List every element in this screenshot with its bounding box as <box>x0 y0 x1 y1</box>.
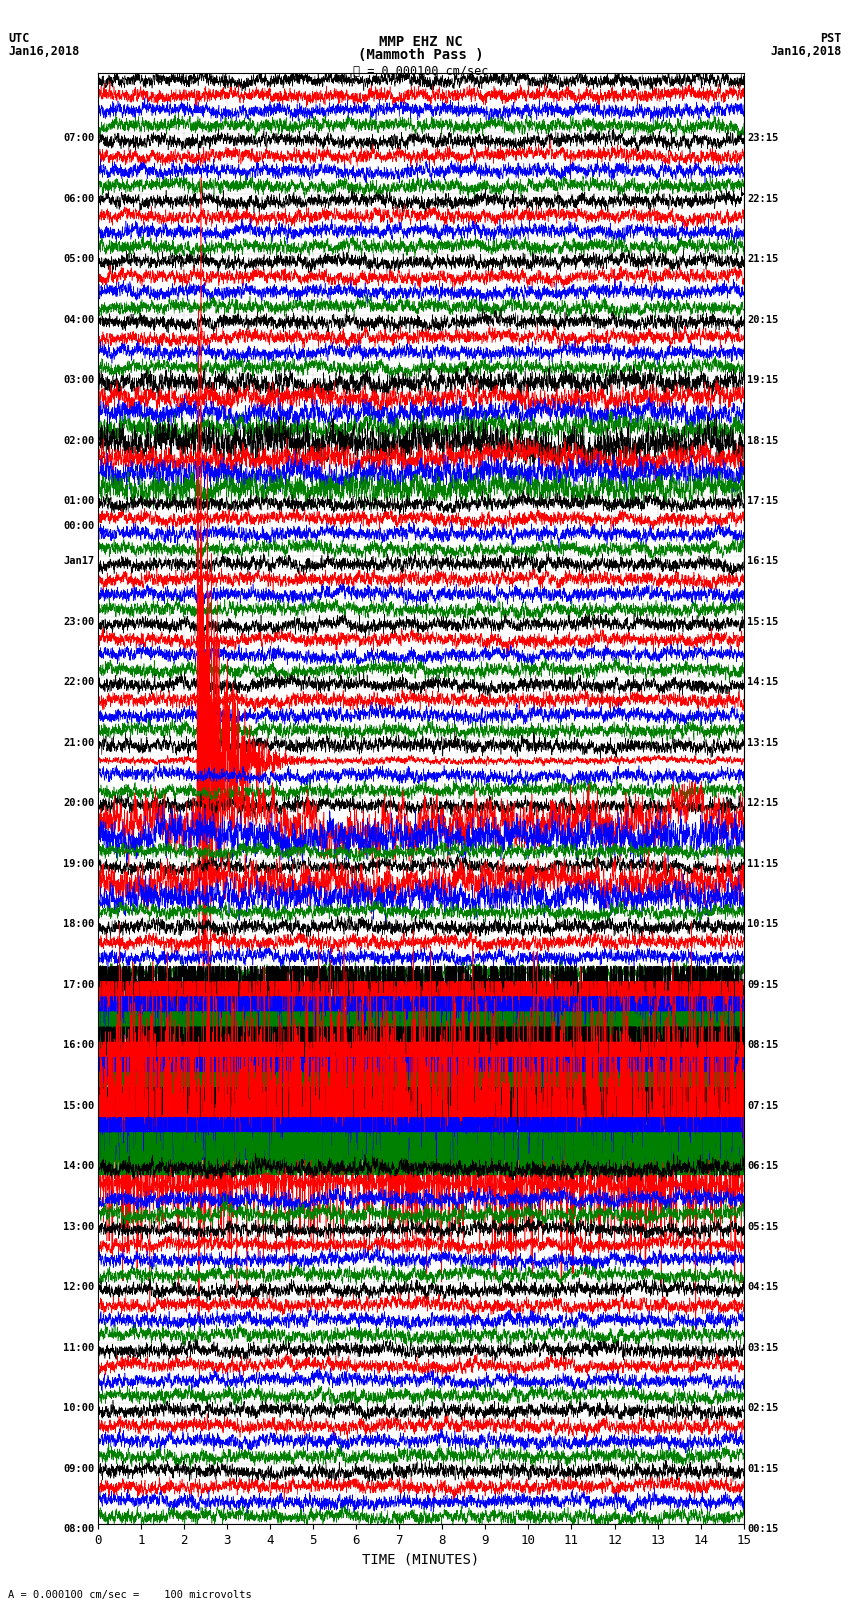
Text: 21:15: 21:15 <box>747 255 779 265</box>
Text: 07:00: 07:00 <box>63 134 94 144</box>
Text: 08:15: 08:15 <box>747 1040 779 1050</box>
Text: 04:00: 04:00 <box>63 315 94 324</box>
Text: 13:15: 13:15 <box>747 739 779 748</box>
Text: 23:00: 23:00 <box>63 618 94 627</box>
Text: 16:15: 16:15 <box>747 556 779 566</box>
Text: MMP EHZ NC: MMP EHZ NC <box>379 35 462 50</box>
Text: 12:00: 12:00 <box>63 1282 94 1292</box>
Text: 00:15: 00:15 <box>747 1524 779 1534</box>
Text: 11:00: 11:00 <box>63 1342 94 1353</box>
X-axis label: TIME (MINUTES): TIME (MINUTES) <box>362 1553 479 1566</box>
Text: 01:15: 01:15 <box>747 1465 779 1474</box>
Text: 09:00: 09:00 <box>63 1465 94 1474</box>
Text: 19:00: 19:00 <box>63 860 94 869</box>
Text: 06:15: 06:15 <box>747 1161 779 1171</box>
Text: 00:00: 00:00 <box>63 521 94 531</box>
Text: 03:15: 03:15 <box>747 1342 779 1353</box>
Text: A = 0.000100 cm/sec =    100 microvolts: A = 0.000100 cm/sec = 100 microvolts <box>8 1590 252 1600</box>
Text: 10:00: 10:00 <box>63 1403 94 1413</box>
Text: 18:15: 18:15 <box>747 436 779 445</box>
Text: 18:00: 18:00 <box>63 919 94 929</box>
Text: Jan16,2018: Jan16,2018 <box>8 45 80 58</box>
Text: 17:15: 17:15 <box>747 497 779 506</box>
Text: 21:00: 21:00 <box>63 739 94 748</box>
Text: 19:15: 19:15 <box>747 376 779 386</box>
Text: 05:15: 05:15 <box>747 1223 779 1232</box>
Text: PST: PST <box>820 32 842 45</box>
Text: 14:00: 14:00 <box>63 1161 94 1171</box>
Text: 15:15: 15:15 <box>747 618 779 627</box>
Text: Jan17: Jan17 <box>63 556 94 566</box>
Text: 15:00: 15:00 <box>63 1100 94 1111</box>
Text: 17:00: 17:00 <box>63 981 94 990</box>
Text: 06:00: 06:00 <box>63 194 94 203</box>
Text: 10:15: 10:15 <box>747 919 779 929</box>
Text: 02:00: 02:00 <box>63 436 94 445</box>
Text: 13:00: 13:00 <box>63 1223 94 1232</box>
Text: 14:15: 14:15 <box>747 677 779 687</box>
Text: 03:00: 03:00 <box>63 376 94 386</box>
Text: 20:00: 20:00 <box>63 798 94 808</box>
Text: 20:15: 20:15 <box>747 315 779 324</box>
Text: 01:00: 01:00 <box>63 497 94 506</box>
Text: 07:15: 07:15 <box>747 1100 779 1111</box>
Text: 11:15: 11:15 <box>747 860 779 869</box>
Text: 08:00: 08:00 <box>63 1524 94 1534</box>
Text: UTC: UTC <box>8 32 30 45</box>
Text: 22:15: 22:15 <box>747 194 779 203</box>
Text: ⎹ = 0.000100 cm/sec: ⎹ = 0.000100 cm/sec <box>353 65 489 77</box>
Text: 09:15: 09:15 <box>747 981 779 990</box>
Text: (Mammoth Pass ): (Mammoth Pass ) <box>358 48 484 63</box>
Text: 22:00: 22:00 <box>63 677 94 687</box>
Text: 12:15: 12:15 <box>747 798 779 808</box>
Text: 23:15: 23:15 <box>747 134 779 144</box>
Text: 05:00: 05:00 <box>63 255 94 265</box>
Text: Jan16,2018: Jan16,2018 <box>770 45 842 58</box>
Text: 02:15: 02:15 <box>747 1403 779 1413</box>
Text: 04:15: 04:15 <box>747 1282 779 1292</box>
Text: 16:00: 16:00 <box>63 1040 94 1050</box>
